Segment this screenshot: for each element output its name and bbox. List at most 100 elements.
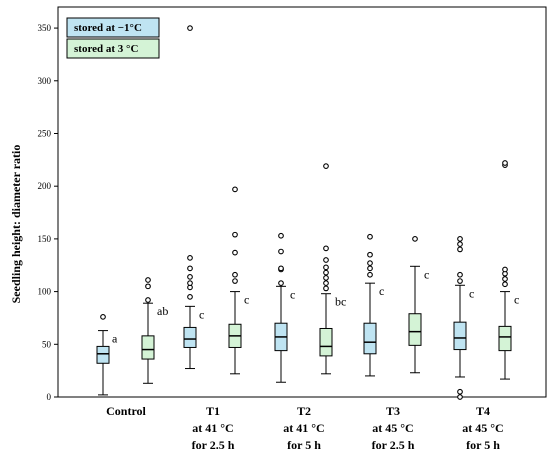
significance-letter: c bbox=[199, 307, 204, 321]
outlier-point bbox=[145, 283, 151, 290]
x-category-label: at 41 °C bbox=[283, 421, 324, 435]
outlier-point bbox=[412, 236, 418, 242]
outlier-point bbox=[187, 273, 193, 280]
outlier-point bbox=[323, 280, 329, 287]
legend-swatch-series-2 bbox=[66, 38, 160, 59]
box-1-4: c bbox=[363, 233, 384, 377]
outlier-point bbox=[323, 269, 329, 276]
legend-label-series-2: stored at 3 °C bbox=[74, 43, 138, 55]
y-tick-label: 50 bbox=[42, 339, 52, 349]
outlier-point bbox=[457, 278, 463, 284]
outlier-point bbox=[367, 265, 373, 272]
outlier-point bbox=[232, 231, 238, 238]
box-2-3: bc bbox=[319, 163, 346, 375]
outlier-point bbox=[457, 388, 463, 395]
significance-letter: ab bbox=[157, 304, 168, 318]
outlier-point bbox=[145, 277, 151, 283]
box-iqr bbox=[453, 321, 467, 351]
outlier-point bbox=[323, 163, 329, 170]
x-category-label: T1 bbox=[206, 404, 220, 418]
x-category-label: for 2.5 h bbox=[192, 438, 235, 452]
outlier-point bbox=[187, 265, 193, 272]
outlier-point bbox=[232, 186, 238, 193]
y-tick-label: 350 bbox=[38, 23, 52, 33]
box-1-2: c bbox=[183, 25, 204, 370]
box-iqr bbox=[498, 325, 512, 352]
outlier-point bbox=[232, 278, 238, 284]
outlier-point bbox=[367, 260, 373, 266]
outlier-point bbox=[502, 276, 508, 282]
x-category-label: T3 bbox=[386, 404, 400, 418]
outlier-point bbox=[278, 280, 284, 287]
x-category-label: for 5 h bbox=[466, 438, 500, 452]
box-2-4: c bbox=[408, 236, 429, 374]
y-tick-label: 150 bbox=[38, 234, 52, 244]
outlier-point bbox=[457, 236, 463, 242]
outlier-point bbox=[323, 264, 329, 271]
outlier-point bbox=[323, 257, 329, 263]
y-tick-label: 250 bbox=[38, 128, 52, 138]
y-axis: 0 50 100 150 200 250 300 350 bbox=[38, 23, 58, 402]
outlier-point bbox=[367, 251, 373, 258]
box-iqr bbox=[319, 327, 333, 357]
significance-letter: c bbox=[244, 293, 249, 307]
box-1-1: a bbox=[96, 314, 118, 396]
box-1-3: c bbox=[274, 232, 295, 383]
box-iqr bbox=[183, 326, 197, 348]
significance-letter: bc bbox=[335, 295, 346, 309]
significance-letter: c bbox=[469, 286, 474, 300]
outlier-point bbox=[323, 245, 329, 252]
outlier-point bbox=[502, 281, 508, 288]
box-2-5: c bbox=[498, 160, 519, 380]
outlier-point bbox=[323, 285, 329, 292]
significance-letter: c bbox=[424, 267, 429, 281]
outlier-point bbox=[187, 25, 193, 31]
y-tick-label: 100 bbox=[38, 287, 52, 297]
outlier-point bbox=[457, 271, 463, 278]
outlier-point bbox=[367, 233, 373, 240]
box-1-5: c bbox=[453, 236, 474, 400]
legend-swatch-series-1 bbox=[66, 17, 160, 38]
outlier-point bbox=[278, 232, 284, 239]
x-category-label: at 45 °C bbox=[372, 421, 413, 435]
y-tick-label: 0 bbox=[47, 392, 52, 402]
legend-label-series-1: stored at −1°C bbox=[74, 22, 142, 34]
outlier-point bbox=[100, 314, 106, 320]
y-tick-label: 300 bbox=[38, 76, 52, 86]
outlier-point bbox=[323, 275, 329, 281]
x-category-label: at 45 °C bbox=[462, 421, 503, 435]
outlier-point bbox=[187, 255, 193, 261]
box-iqr bbox=[363, 322, 377, 355]
outlier-point bbox=[187, 294, 193, 300]
outlier-point bbox=[457, 394, 463, 400]
box-groups: a c c c c ab c bc c c bbox=[96, 25, 519, 400]
y-tick-label: 200 bbox=[38, 181, 52, 191]
box-2-1: ab bbox=[141, 277, 168, 384]
box-2-2: c bbox=[228, 186, 249, 375]
outlier-point bbox=[502, 160, 508, 166]
x-category-label: Control bbox=[106, 404, 146, 418]
x-category-label: for 2.5 h bbox=[372, 438, 415, 452]
significance-letter: a bbox=[112, 332, 118, 346]
outlier-point bbox=[457, 241, 463, 248]
box-iqr bbox=[96, 345, 110, 364]
significance-letter: c bbox=[290, 287, 295, 301]
plot-frame bbox=[57, 6, 547, 398]
y-axis-label: Seedling height: diameter ratio bbox=[9, 145, 23, 304]
significance-letter: c bbox=[379, 284, 384, 298]
outlier-point bbox=[232, 249, 238, 256]
x-category-label: T4 bbox=[476, 404, 490, 418]
outlier-point bbox=[457, 246, 463, 253]
outlier-point bbox=[278, 265, 284, 272]
x-category-label: at 41 °C bbox=[192, 421, 233, 435]
outlier-point bbox=[278, 248, 284, 255]
outlier-point bbox=[187, 280, 193, 287]
legend: stored at −1°C stored at 3 °C bbox=[66, 17, 160, 59]
significance-letter: c bbox=[514, 293, 519, 307]
x-category-label: T2 bbox=[297, 404, 311, 418]
x-axis-labels: Control T1 at 41 °C for 2.5 h T2 at 41 °C for … bbox=[106, 404, 504, 452]
box-iqr bbox=[408, 313, 422, 346]
outlier-point bbox=[367, 271, 373, 278]
box-iqr bbox=[141, 335, 155, 360]
